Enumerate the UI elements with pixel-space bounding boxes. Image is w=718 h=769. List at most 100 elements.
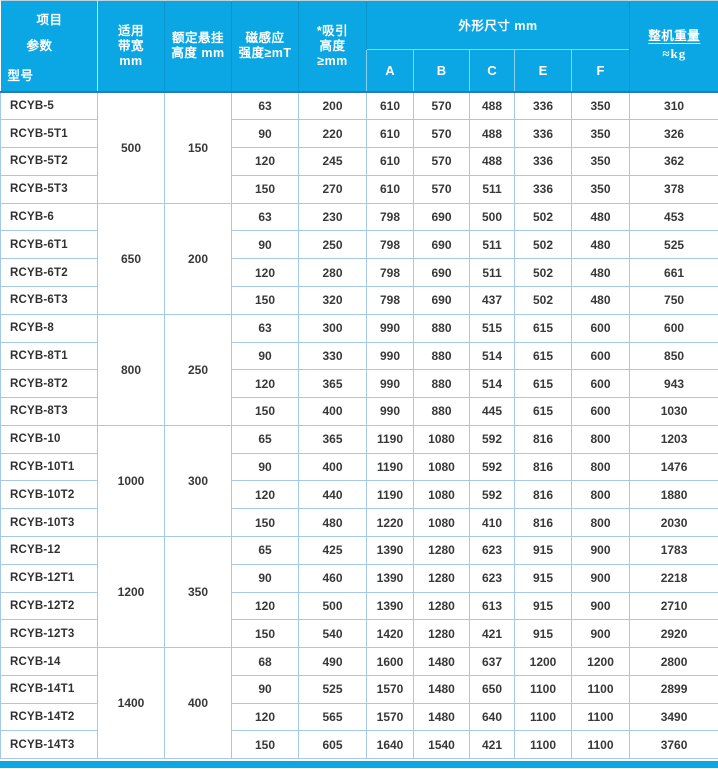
- attraction-cell: 270: [298, 174, 367, 204]
- table-row: RCYB-6T3 150 320 798 690 437 502 480 750: [0, 285, 718, 315]
- dim-a-cell: 1390: [366, 536, 414, 565]
- weight-cell: 3760: [629, 730, 718, 760]
- dim-e-cell: 816: [514, 452, 572, 482]
- dim-e-cell: 1100: [514, 730, 572, 760]
- dim-c-cell: 500: [469, 202, 515, 232]
- dim-c-cell: 623: [469, 536, 515, 565]
- dim-e-cell: 915: [514, 563, 572, 593]
- dim-a-cell: 798: [366, 230, 414, 260]
- col-header-dim-a: A: [366, 48, 414, 92]
- dim-c-cell: 514: [469, 369, 515, 399]
- dim-e-cell: 502: [514, 258, 572, 287]
- dim-f-cell: 480: [570, 202, 631, 232]
- dim-b-cell: 570: [413, 91, 470, 121]
- model-cell: RCYB-14T2: [0, 702, 98, 732]
- magnetic-cell: 120: [231, 369, 299, 399]
- dim-f-cell: 900: [570, 536, 631, 565]
- magnetic-cell: 65: [231, 536, 299, 565]
- model-cell: RCYB-12T1: [0, 563, 98, 593]
- dim-a-cell: 1640: [366, 730, 414, 760]
- magnetic-cell: 120: [231, 591, 299, 621]
- dim-f-cell: 900: [570, 619, 631, 649]
- dim-f-cell: 800: [570, 508, 631, 537]
- dim-b-cell: 570: [413, 147, 470, 176]
- dim-b-cell: 1540: [413, 730, 470, 760]
- magnetic-cell: 63: [231, 202, 299, 232]
- attraction-cell: 320: [298, 285, 367, 315]
- dim-e-cell: 915: [514, 536, 572, 565]
- dim-f-cell: 900: [570, 563, 631, 593]
- model-cell: RCYB-6T2: [0, 258, 98, 287]
- model-cell: RCYB-10T3: [0, 508, 98, 537]
- model-cell: RCYB-5T1: [0, 119, 98, 149]
- dim-b-cell: 880: [413, 341, 470, 371]
- dim-c-cell: 623: [469, 563, 515, 593]
- dim-f-cell: 350: [570, 174, 631, 204]
- model-cell: RCYB-5T2: [0, 147, 98, 176]
- magnetic-cell: 120: [231, 147, 299, 176]
- dim-b-cell: 1280: [413, 563, 470, 593]
- attraction-cell: 525: [298, 674, 367, 704]
- col-header-dim-b: B: [413, 48, 470, 92]
- attraction-cell: 230: [298, 202, 367, 232]
- weight-cell: 378: [629, 174, 718, 204]
- suspension-height-cell: 400: [164, 647, 232, 760]
- dim-c-cell: 592: [469, 452, 515, 482]
- dim-b-cell: 570: [413, 174, 470, 204]
- dim-a-cell: 798: [366, 258, 414, 287]
- magnetic-cell: 150: [231, 730, 299, 760]
- weight-cell: 326: [629, 119, 718, 149]
- attraction-cell: 200: [298, 91, 367, 121]
- attraction-cell: 400: [298, 452, 367, 482]
- col-header-weight-l1: 整机重量: [648, 29, 701, 43]
- col-header-bandwidth-l2: 带宽: [117, 38, 144, 53]
- dim-f-cell: 1100: [570, 730, 631, 760]
- dim-b-cell: 1480: [413, 702, 470, 732]
- dim-a-cell: 1600: [366, 647, 414, 676]
- col-header-dimensions-group: 外形尺寸 mm: [365, 0, 630, 50]
- col-header-magnetic: 磁感应 强度≥mT: [231, 0, 299, 92]
- bandwidth-cell: 1000: [97, 424, 165, 538]
- dim-b-cell: 1080: [413, 480, 470, 510]
- attraction-cell: 425: [298, 536, 367, 565]
- dim-c-cell: 437: [469, 285, 515, 315]
- dim-e-cell: 915: [514, 619, 572, 649]
- model-cell: RCYB-12: [0, 536, 98, 565]
- magnetic-cell: 90: [231, 230, 299, 260]
- col-header-bandwidth-l1: 适用: [117, 23, 144, 38]
- model-cell: RCYB-12T3: [0, 619, 98, 649]
- dim-c-cell: 421: [469, 619, 515, 649]
- weight-cell: 362: [629, 147, 718, 176]
- weight-cell: 600: [629, 313, 718, 343]
- dim-c-cell: 445: [469, 397, 515, 426]
- dim-e-cell: 615: [514, 313, 572, 343]
- dim-c-cell: 511: [469, 174, 515, 204]
- dim-f-cell: 600: [570, 341, 631, 371]
- col-header-weight-l2: ≈kg: [662, 46, 687, 61]
- dim-b-cell: 1280: [413, 619, 470, 649]
- dim-f-cell: 800: [570, 480, 631, 510]
- weight-cell: 1476: [629, 452, 718, 482]
- col-header-suspension-l2: 高度 mm: [171, 46, 225, 60]
- model-cell: RCYB-5T3: [0, 174, 98, 204]
- table-row: RCYB-12T2 120 500 1390 1280 613 915 900 2710: [0, 591, 718, 621]
- magnetic-cell: 68: [231, 647, 299, 676]
- attraction-cell: 365: [298, 424, 367, 454]
- dim-b-cell: 690: [413, 285, 470, 315]
- table-row: RCYB-10 1000 300 65 365 1190 1080 592 816 800 1203: [0, 424, 718, 538]
- dim-b-cell: 1280: [413, 536, 470, 565]
- table-row: RCYB-14T1 90 525 1570 1480 650 1100 1100 2899: [0, 674, 718, 704]
- attraction-cell: 330: [298, 341, 367, 371]
- dim-e-cell: 336: [514, 91, 572, 121]
- model-cell: RCYB-14T3: [0, 730, 98, 760]
- dim-c-cell: 511: [469, 258, 515, 287]
- col-header-attraction: *吸引 高度 ≥mm: [298, 0, 367, 92]
- dim-c-cell: 592: [469, 480, 515, 510]
- attraction-cell: 440: [298, 480, 367, 510]
- dim-a-cell: 1570: [366, 702, 414, 732]
- model-cell: RCYB-8T3: [0, 397, 98, 426]
- dim-a-cell: 610: [366, 174, 414, 204]
- dim-b-cell: 690: [413, 202, 470, 232]
- suspension-height-cell: 200: [164, 202, 232, 315]
